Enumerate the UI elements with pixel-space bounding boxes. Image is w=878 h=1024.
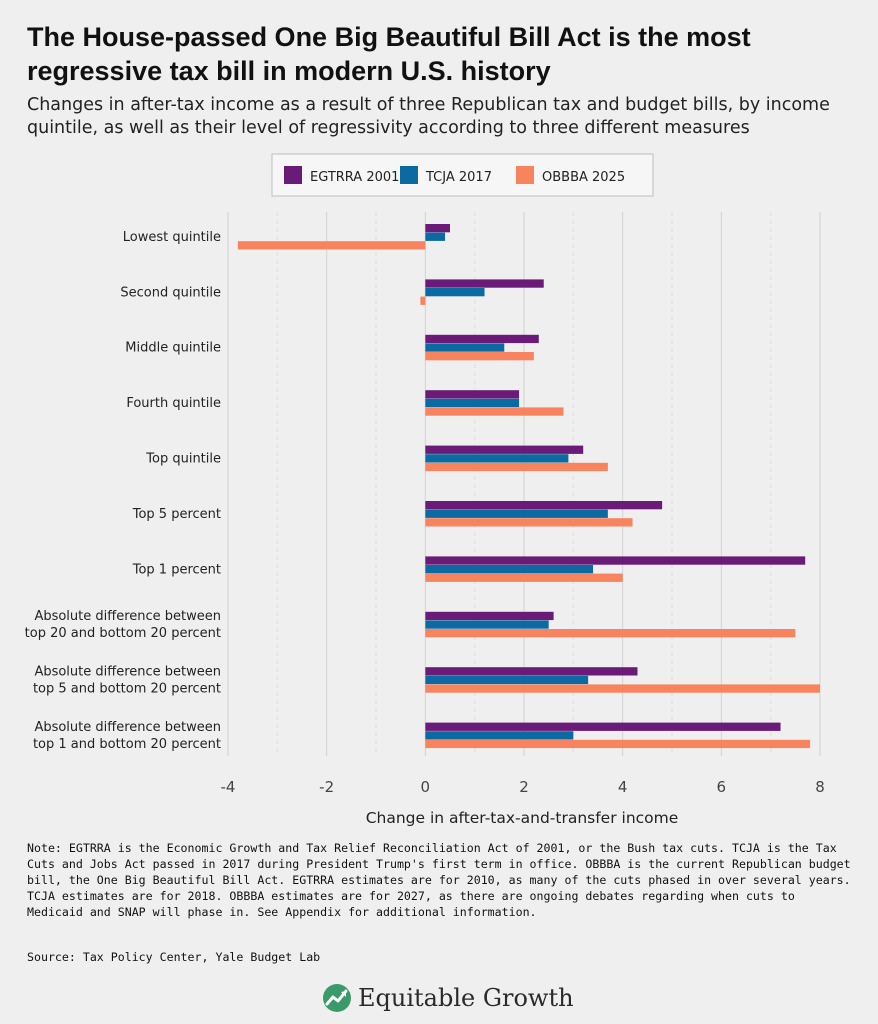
bar-obbba-2025-7 [425,629,796,638]
bar-egtrra-2001-9 [425,722,781,731]
bars [237,224,820,749]
category-labels: Lowest quintile Second quintile Middle qui… [25,230,221,752]
chart-title: The House-passed One Big Beautiful Bill … [27,22,751,86]
bar-tcja-2017-0 [425,232,446,241]
brand-footer[interactable]: Equitable Growth [322,980,574,1016]
bar-egtrra-2001-3 [425,390,520,399]
gridlines [227,212,821,756]
x-tick-label: 6 [717,778,727,796]
equitable-growth-logo-icon [323,984,351,1012]
category-label: Second quintile [120,285,221,300]
brand-name: Equitable Growth [358,984,574,1012]
x-axis-title: Change in after-tax-and-transfer income [366,809,679,827]
bar-egtrra-2001-8 [425,667,638,676]
bar-chart: EGTRRA 2001 TCJA 2017 OBBBA 2025 Lowest qu… [25,153,825,827]
bar-egtrra-2001-4 [425,445,584,454]
category-label: Fourth quintile [126,396,221,411]
x-tick-label: -2 [319,778,334,796]
category-label: Absolute difference between top 20 and bo… [25,609,221,641]
bar-obbba-2025-1 [420,296,426,305]
legend: EGTRRA 2001 TCJA 2017 OBBBA 2025 [271,153,654,197]
category-label: Lowest quintile [123,230,221,245]
category-label: Absolute difference between top 1 and bot… [33,720,221,752]
legend-label-obbba-2025: OBBBA 2025 [542,170,625,185]
legend-swatch-tcja-2017 [400,166,418,184]
bar-egtrra-2001-7 [425,611,554,621]
bar-egtrra-2001-0 [425,224,450,233]
x-tick-label: 0 [421,778,431,796]
source-note: Source: Tax Policy Center, Yale Budget L… [27,950,321,964]
x-tick-label: 4 [618,778,628,796]
legend-swatch-egtrra-2001 [284,166,302,184]
category-label: Middle quintile [125,341,221,356]
bar-obbba-2025-0 [237,241,426,250]
x-tick-label: 2 [519,778,529,796]
category-label: Top quintile [145,452,221,467]
legend-label-tcja-2017: TCJA 2017 [425,170,492,185]
legend-box [271,153,654,197]
bar-tcja-2017-9 [425,731,574,740]
bar-egtrra-2001-5 [425,501,663,510]
footnote: Note: EGTRRA is the Economic Growth and … [27,841,851,919]
bar-obbba-2025-9 [425,739,811,749]
bar-egtrra-2001-1 [425,279,544,288]
category-label: Top 5 percent [132,507,221,522]
bar-obbba-2025-4 [425,462,608,472]
bar-tcja-2017-5 [425,509,608,518]
bar-egtrra-2001-2 [425,334,539,344]
bar-tcja-2017-3 [425,398,520,408]
x-tick-label: 8 [815,778,825,796]
bar-tcja-2017-8 [425,675,589,685]
bar-tcja-2017-1 [425,288,485,297]
legend-swatch-obbba-2025 [516,166,534,184]
x-axis-ticks: -4 -2 0 2 4 6 8 [221,778,825,796]
chart-subtitle: Changes in after-tax income as a result … [27,95,830,138]
category-label: Absolute difference between top 5 and bot… [33,665,221,697]
bar-obbba-2025-3 [425,407,564,416]
bar-tcja-2017-6 [425,565,594,574]
bar-obbba-2025-6 [425,573,623,582]
x-tick-label: -4 [221,778,236,796]
category-label: Top 1 percent [132,562,221,577]
bar-egtrra-2001-6 [425,556,806,565]
bar-obbba-2025-8 [425,684,820,693]
bar-tcja-2017-2 [425,343,505,352]
bar-obbba-2025-5 [425,518,633,527]
bar-tcja-2017-4 [425,454,569,463]
legend-label-egtrra-2001: EGTRRA 2001 [310,170,399,185]
bar-tcja-2017-7 [425,620,549,629]
bar-obbba-2025-2 [425,352,534,361]
